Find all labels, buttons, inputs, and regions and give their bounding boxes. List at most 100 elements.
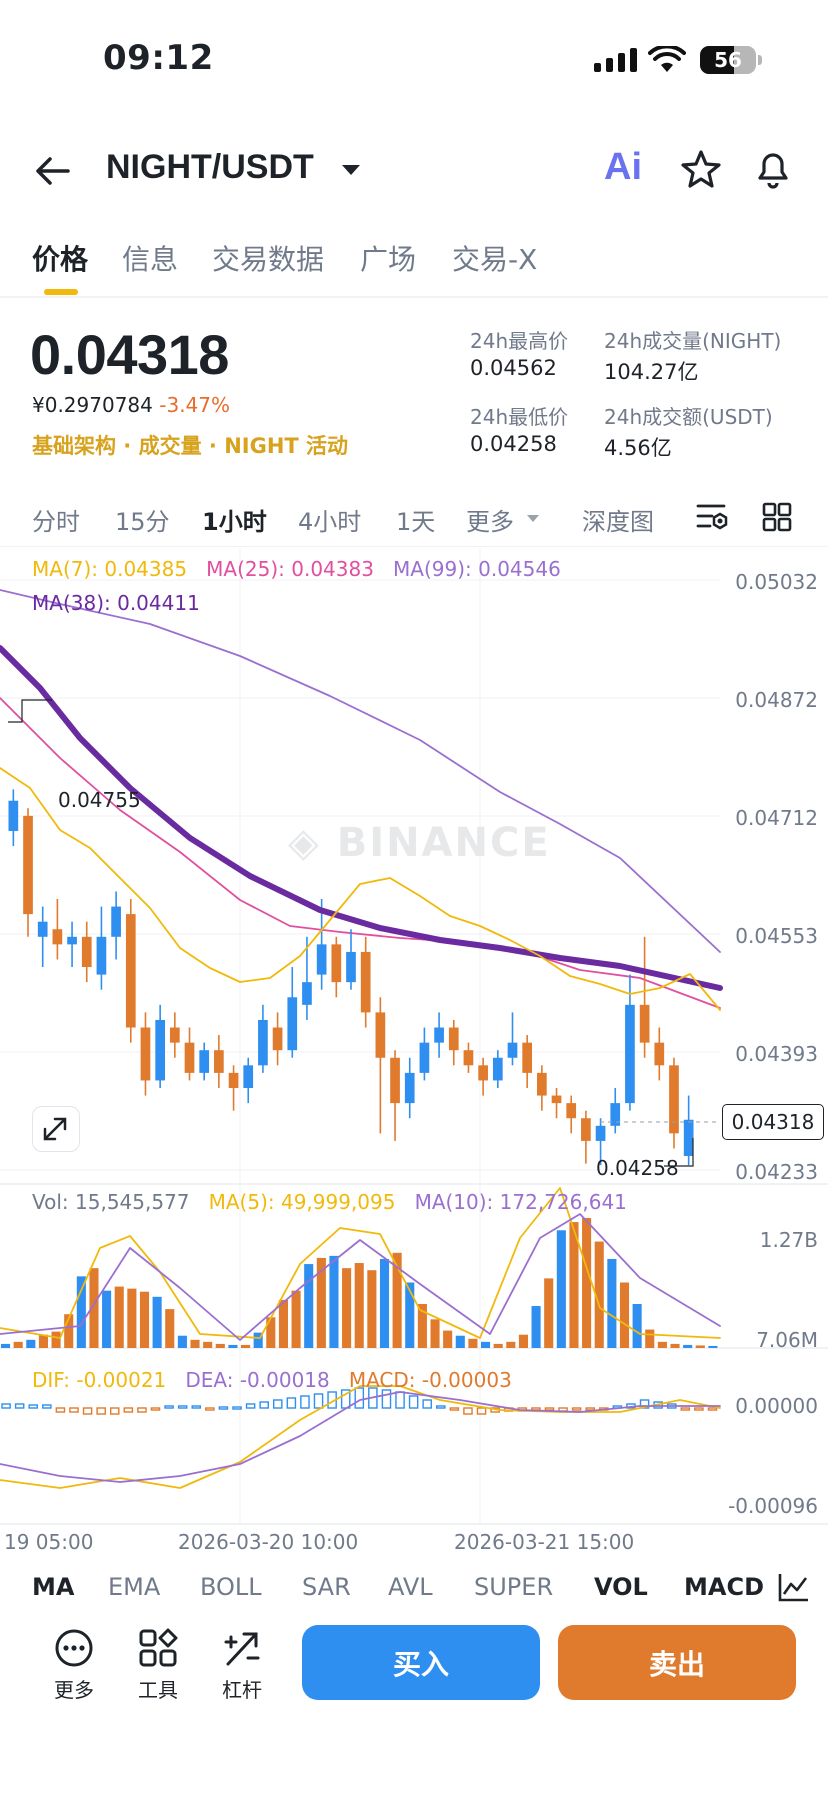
macd-bar (585, 1407, 596, 1411)
volume-bar (455, 1335, 465, 1348)
macd-bar (707, 1407, 718, 1411)
volume-bar (493, 1343, 503, 1348)
candle-body (8, 800, 19, 831)
volume-bar (430, 1319, 440, 1348)
candle-body (537, 1072, 547, 1096)
interval-more[interactable]: 更多 (466, 508, 514, 536)
caret-down-icon[interactable] (340, 162, 362, 178)
candle-body (463, 1050, 474, 1066)
indicator-super[interactable]: SUPER (474, 1573, 554, 1601)
volume-bar (670, 1343, 680, 1348)
volume-bar (544, 1278, 554, 1348)
volume-bar (190, 1339, 200, 1348)
more-dots-icon[interactable] (54, 1628, 94, 1668)
tools-label[interactable]: 工具 (138, 1678, 178, 1702)
indicator-settings-icon[interactable] (778, 1572, 810, 1602)
candle-body (140, 1027, 151, 1081)
ma25-legend: MA(25): 0.04383 (206, 557, 374, 581)
ma25-line (0, 697, 721, 1009)
tab-info[interactable]: 信息 (122, 243, 179, 276)
current-price-marker: 0.04318 (722, 1104, 824, 1140)
volume-bar (38, 1334, 48, 1348)
interval-1h[interactable]: 1小时 (202, 508, 267, 536)
tab-trade-x[interactable]: 交易-X (452, 243, 538, 276)
tab-price[interactable]: 价格 (32, 243, 89, 276)
leverage-label[interactable]: 杠杆 (222, 1678, 262, 1702)
pair-title[interactable]: NIGHT/USDT (106, 148, 314, 186)
macd-bar (109, 1407, 120, 1415)
ai-icon[interactable]: Ai (604, 146, 642, 188)
price-axis-label: 0.05032 (735, 570, 818, 594)
volume-bar (342, 1268, 352, 1348)
tools-icon[interactable] (138, 1628, 178, 1668)
candle-body (125, 914, 136, 1028)
candle-body (581, 1118, 591, 1141)
interval-1d[interactable]: 1天 (396, 508, 436, 536)
candle-body (390, 1057, 400, 1104)
volume-bar (329, 1255, 339, 1348)
candle-body (169, 1027, 180, 1043)
candle-body (683, 1119, 694, 1157)
sell-button[interactable]: 卖出 (558, 1625, 796, 1700)
more-label[interactable]: 更多 (54, 1678, 94, 1702)
tab-trading-data[interactable]: 交易数据 (212, 243, 325, 276)
low-marker: 0.04258 (596, 1156, 679, 1180)
more-caret-icon[interactable] (526, 514, 540, 524)
bell-icon[interactable] (752, 146, 794, 190)
macd-bar (1, 1403, 11, 1409)
vol-ma5-legend: MA(5): 49,999,095 (208, 1190, 396, 1214)
indicator-ma[interactable]: MA (32, 1573, 75, 1601)
leverage-icon[interactable] (222, 1628, 262, 1668)
price-axis-label: 0.04233 (735, 1160, 818, 1184)
low-value: 0.04258 (470, 432, 557, 456)
buy-button[interactable]: 买入 (302, 1625, 540, 1700)
wifi-icon (648, 46, 686, 72)
volume-bar (241, 1344, 251, 1348)
low-label: 24h最低价 (470, 405, 569, 429)
indicator-avl[interactable]: AVL (388, 1573, 433, 1601)
volume-bar (695, 1345, 705, 1348)
macd-bar (96, 1407, 106, 1415)
indicator-macd[interactable]: MACD (684, 1573, 764, 1601)
chart-top-divider (0, 546, 828, 547)
signal-icon (594, 48, 637, 72)
tags[interactable]: 基础架构 · 成交量 · NIGHT 活动 (32, 434, 349, 458)
indicator-ema[interactable]: EMA (108, 1573, 161, 1601)
ma7-legend: MA(7): 0.04385 (32, 557, 188, 581)
volume-bar (114, 1286, 124, 1348)
macd-bar (164, 1405, 174, 1409)
indicator-vol[interactable]: VOL (594, 1573, 648, 1601)
ma-legend: MA(7): 0.04385 MA(25): 0.04383 MA(99): 0… (32, 557, 561, 581)
volume-bar (632, 1303, 642, 1348)
candle-body (67, 936, 77, 945)
candle-body (639, 1004, 650, 1043)
star-icon[interactable] (680, 148, 722, 190)
depth-chart-tab[interactable]: 深度图 (582, 508, 654, 536)
volume-value: 104.27亿 (604, 360, 699, 384)
candle-body (492, 1057, 503, 1081)
grid-layout-icon[interactable] (762, 502, 792, 532)
vol-ma10-legend: MA(10): 172,726,641 (414, 1190, 627, 1214)
expand-button[interactable] (32, 1106, 80, 1152)
interval-timeline[interactable]: 分时 (32, 508, 80, 536)
candle-body (316, 944, 327, 975)
kline-chart[interactable] (0, 548, 828, 1548)
macd-axis-label: 0.00000 (735, 1394, 818, 1418)
macd-bar (408, 1395, 419, 1409)
indicator-sar[interactable]: SAR (302, 1573, 351, 1601)
tab-square[interactable]: 广场 (360, 243, 417, 276)
indicator-boll[interactable]: BOLL (200, 1573, 262, 1601)
volume-bar (51, 1331, 61, 1348)
interval-4h[interactable]: 4小时 (298, 508, 362, 536)
chart-settings-icon[interactable] (696, 502, 730, 532)
volume-ma5-line (0, 1187, 721, 1339)
battery-level: 56 (714, 48, 742, 72)
candle-body (155, 1019, 165, 1081)
candle-body (302, 982, 312, 1005)
interval-15m[interactable]: 15分 (115, 508, 170, 536)
volume-bar (556, 1230, 566, 1348)
candle-body (23, 815, 33, 915)
dif-line (0, 1385, 721, 1489)
high-marker: 0.04755 (58, 788, 141, 812)
back-arrow-icon[interactable] (34, 154, 72, 188)
